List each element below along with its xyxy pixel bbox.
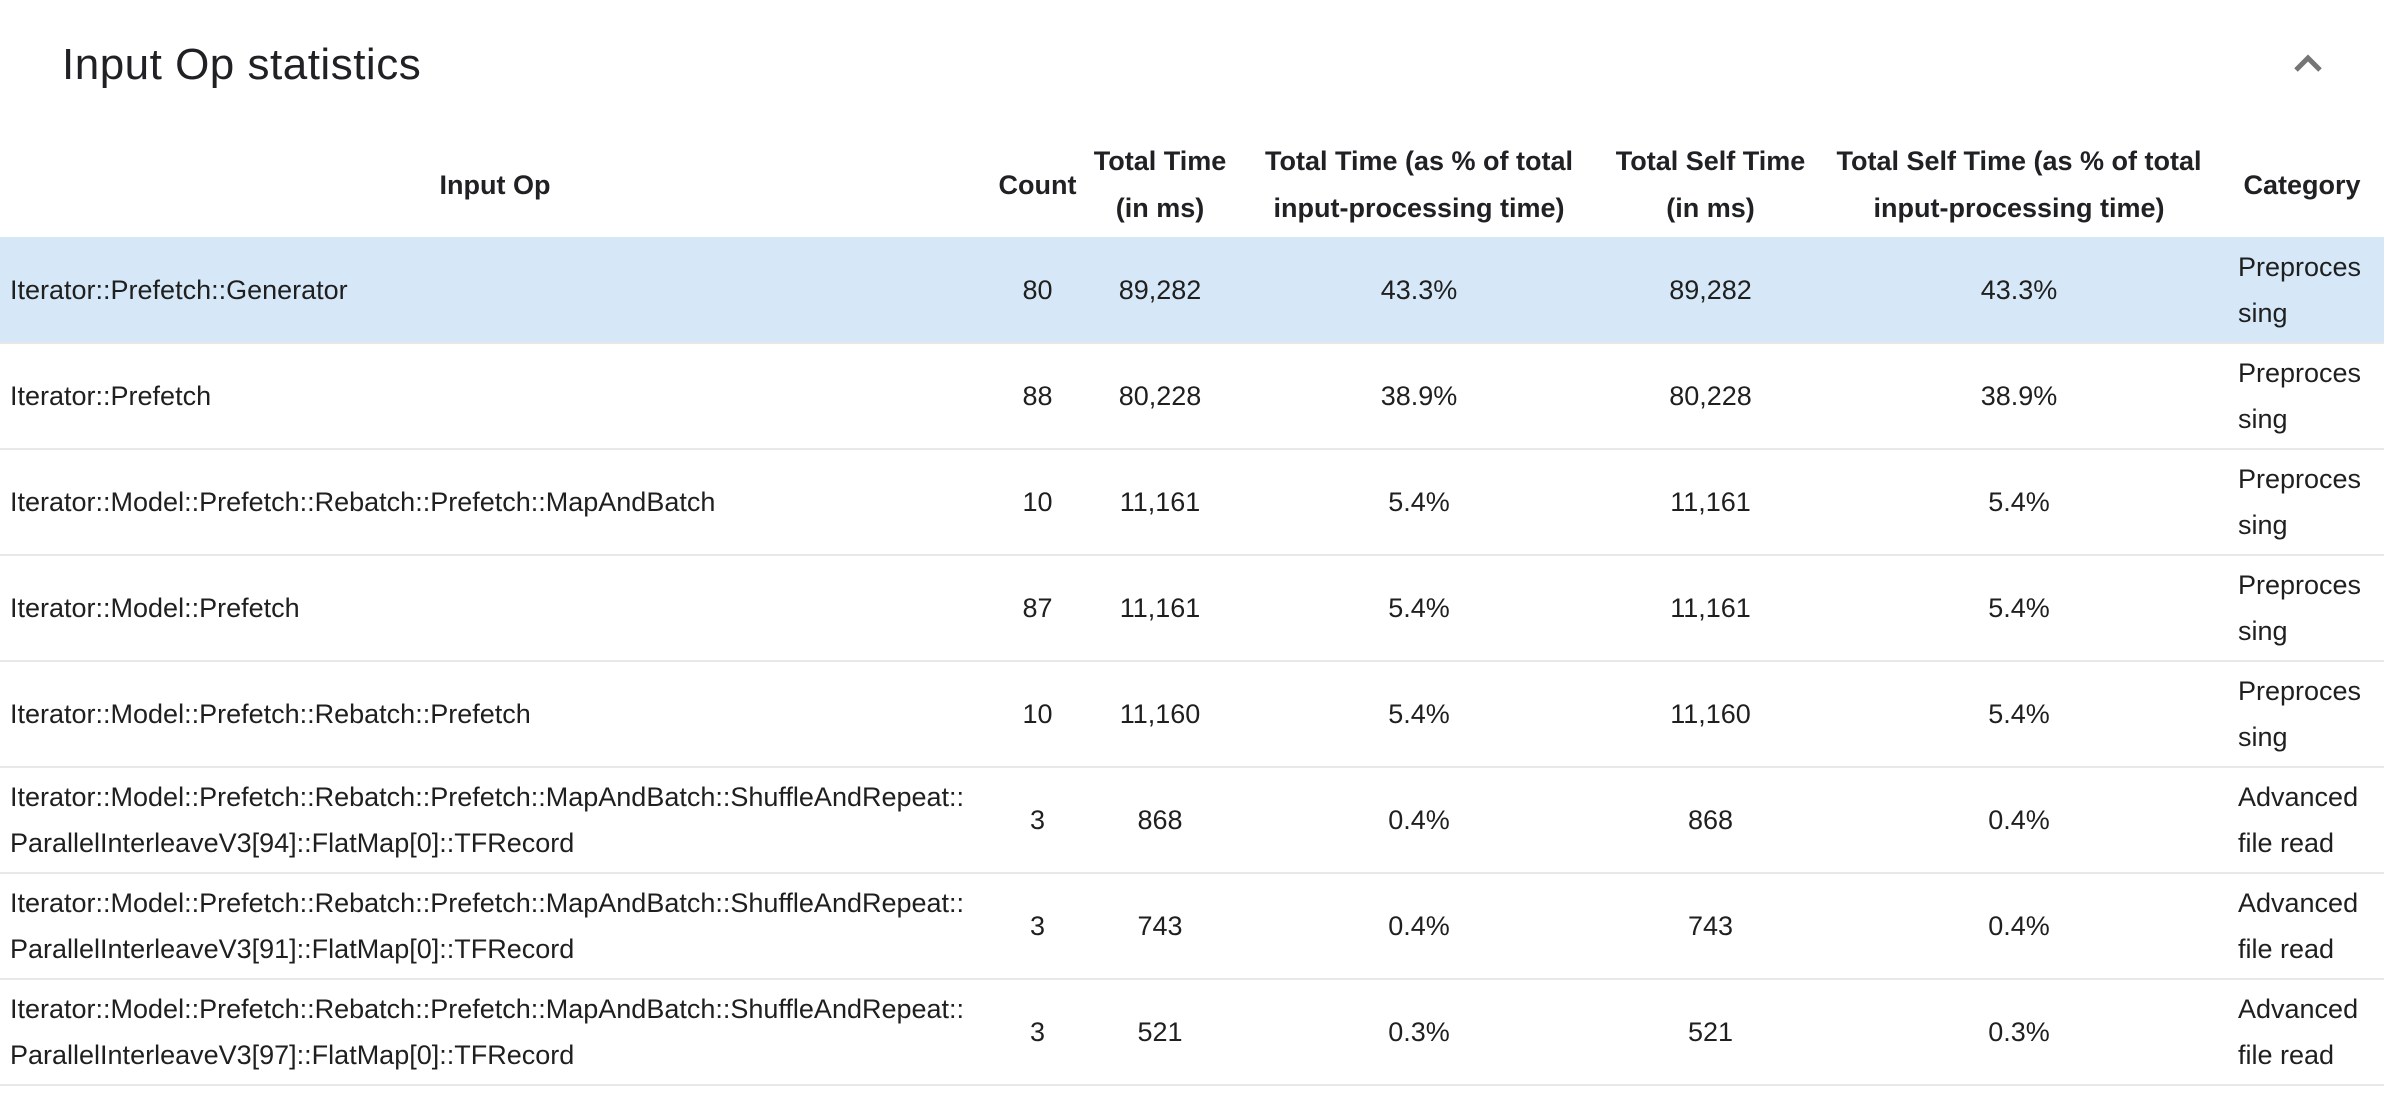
cell-input-op[interactable]: Iterator::Model::Prefetch <box>0 555 990 662</box>
cell-total-time-pct[interactable]: 5.4% <box>1235 449 1603 556</box>
cell-total-time-ms[interactable]: 521 <box>1085 979 1235 1086</box>
cell-category[interactable]: Advanced file read <box>2220 767 2384 874</box>
cell-total-self-time-pct[interactable]: 0.4% <box>1818 767 2220 874</box>
cell-input-op[interactable]: Iterator::Model::Prefetch::Rebatch::Pref… <box>0 449 990 556</box>
cell-category[interactable]: Preprocessing <box>2220 555 2384 662</box>
cell-input-op[interactable]: Iterator::Model::Prefetch::Rebatch::Pref… <box>0 979 990 1086</box>
cell-total-self-time-pct[interactable]: 5.4% <box>1818 449 2220 556</box>
chevron-up-icon <box>2294 54 2322 72</box>
cell-category[interactable]: Advanced file read <box>2220 873 2384 980</box>
cell-total-time-pct[interactable]: 5.4% <box>1235 661 1603 768</box>
table-row[interactable]: Iterator::Model::Prefetch::Rebatch::Pref… <box>0 661 2384 768</box>
cell-total-time-pct[interactable]: 0.4% <box>1235 873 1603 980</box>
cell-total-time-ms[interactable]: 11,160 <box>1085 661 1235 768</box>
collapse-button[interactable] <box>2284 44 2332 84</box>
cell-total-self-time-pct[interactable]: 5.4% <box>1818 555 2220 662</box>
cell-total-time-pct[interactable]: 0.4% <box>1235 767 1603 874</box>
cell-total-time-ms[interactable]: 89,282 <box>1085 237 1235 344</box>
cell-total-self-time-pct[interactable]: 0.3% <box>1818 979 2220 1086</box>
cell-total-time-pct[interactable]: 5.4% <box>1235 555 1603 662</box>
cell-total-self-time-pct[interactable]: 5.4% <box>1818 661 2220 768</box>
column-header-total-time-pct[interactable]: Total Time (as % of total input-processi… <box>1264 146 1574 223</box>
input-op-table: Input Op Count Total Time (in ms) Total Tim… <box>0 133 2384 1086</box>
table-row[interactable]: Iterator::Model::Prefetch::Rebatch::Pref… <box>0 873 2384 980</box>
cell-total-time-ms[interactable]: 743 <box>1085 873 1235 980</box>
column-header-total-self-time-pct[interactable]: Total Self Time (as % of total input-pro… <box>1836 146 2202 223</box>
cell-total-time-ms[interactable]: 11,161 <box>1085 449 1235 556</box>
cell-category[interactable]: Preprocessing <box>2220 237 2384 344</box>
cell-total-self-time-pct[interactable]: 38.9% <box>1818 343 2220 450</box>
column-header-total-time-ms[interactable]: Total Time (in ms) <box>1093 146 1227 223</box>
cell-total-self-time-ms[interactable]: 80,228 <box>1603 343 1818 450</box>
column-header-total-self-time-ms[interactable]: Total Self Time (in ms) <box>1615 146 1806 223</box>
cell-count[interactable]: 3 <box>990 767 1085 874</box>
table-row[interactable]: Iterator::Model::Prefetch::Rebatch::Pref… <box>0 979 2384 1086</box>
cell-count[interactable]: 3 <box>990 979 1085 1086</box>
cell-input-op[interactable]: Iterator::Model::Prefetch::Rebatch::Pref… <box>0 767 990 874</box>
table-row[interactable]: Iterator::Model::Prefetch::Rebatch::Pref… <box>0 449 2384 556</box>
cell-input-op[interactable]: Iterator::Model::Prefetch::Rebatch::Pref… <box>0 661 990 768</box>
cell-total-self-time-ms[interactable]: 11,161 <box>1603 555 1818 662</box>
cell-total-time-ms[interactable]: 80,228 <box>1085 343 1235 450</box>
cell-count[interactable]: 80 <box>990 237 1085 344</box>
cell-total-self-time-ms[interactable]: 743 <box>1603 873 1818 980</box>
cell-total-time-ms[interactable]: 868 <box>1085 767 1235 874</box>
cell-total-time-ms[interactable]: 11,161 <box>1085 555 1235 662</box>
cell-total-self-time-ms[interactable]: 11,160 <box>1603 661 1818 768</box>
cell-total-self-time-ms[interactable]: 89,282 <box>1603 237 1818 344</box>
cell-total-self-time-ms[interactable]: 11,161 <box>1603 449 1818 556</box>
panel-header: Input Op statistics <box>0 0 2384 133</box>
cell-category[interactable]: Preprocessing <box>2220 449 2384 556</box>
cell-count[interactable]: 3 <box>990 873 1085 980</box>
cell-count[interactable]: 10 <box>990 661 1085 768</box>
table-row[interactable]: Iterator::Model::Prefetch 87 11,161 5.4% 11,… <box>0 555 2384 662</box>
cell-total-self-time-pct[interactable]: 0.4% <box>1818 873 2220 980</box>
cell-total-self-time-ms[interactable]: 521 <box>1603 979 1818 1086</box>
cell-input-op[interactable]: Iterator::Prefetch::Generator <box>0 237 990 344</box>
cell-input-op[interactable]: Iterator::Model::Prefetch::Rebatch::Pref… <box>0 873 990 980</box>
table-header-row: Input Op Count Total Time (in ms) Total Tim… <box>0 133 2384 237</box>
cell-total-time-pct[interactable]: 0.3% <box>1235 979 1603 1086</box>
cell-count[interactable]: 10 <box>990 449 1085 556</box>
table-row[interactable]: Iterator::Prefetch 88 80,228 38.9% 80,228 38.… <box>0 343 2384 450</box>
cell-category[interactable]: Preprocessing <box>2220 661 2384 768</box>
cell-count[interactable]: 88 <box>990 343 1085 450</box>
cell-count[interactable]: 87 <box>990 555 1085 662</box>
column-header-input-op[interactable]: Input Op <box>439 169 551 200</box>
cell-total-self-time-pct[interactable]: 43.3% <box>1818 237 2220 344</box>
cell-category[interactable]: Advanced file read <box>2220 979 2384 1086</box>
cell-total-self-time-ms[interactable]: 868 <box>1603 767 1818 874</box>
table-row[interactable]: Iterator::Model::Prefetch::Rebatch::Pref… <box>0 767 2384 874</box>
cell-total-time-pct[interactable]: 43.3% <box>1235 237 1603 344</box>
panel-title: Input Op statistics <box>62 40 422 89</box>
cell-total-time-pct[interactable]: 38.9% <box>1235 343 1603 450</box>
table-row[interactable]: Iterator::Prefetch::Generator 80 89,282 43.… <box>0 237 2384 344</box>
column-header-count[interactable]: Count <box>998 169 1077 200</box>
cell-category[interactable]: Preprocessing <box>2220 343 2384 450</box>
column-header-category[interactable]: Category <box>2243 169 2361 200</box>
cell-input-op[interactable]: Iterator::Prefetch <box>0 343 990 450</box>
